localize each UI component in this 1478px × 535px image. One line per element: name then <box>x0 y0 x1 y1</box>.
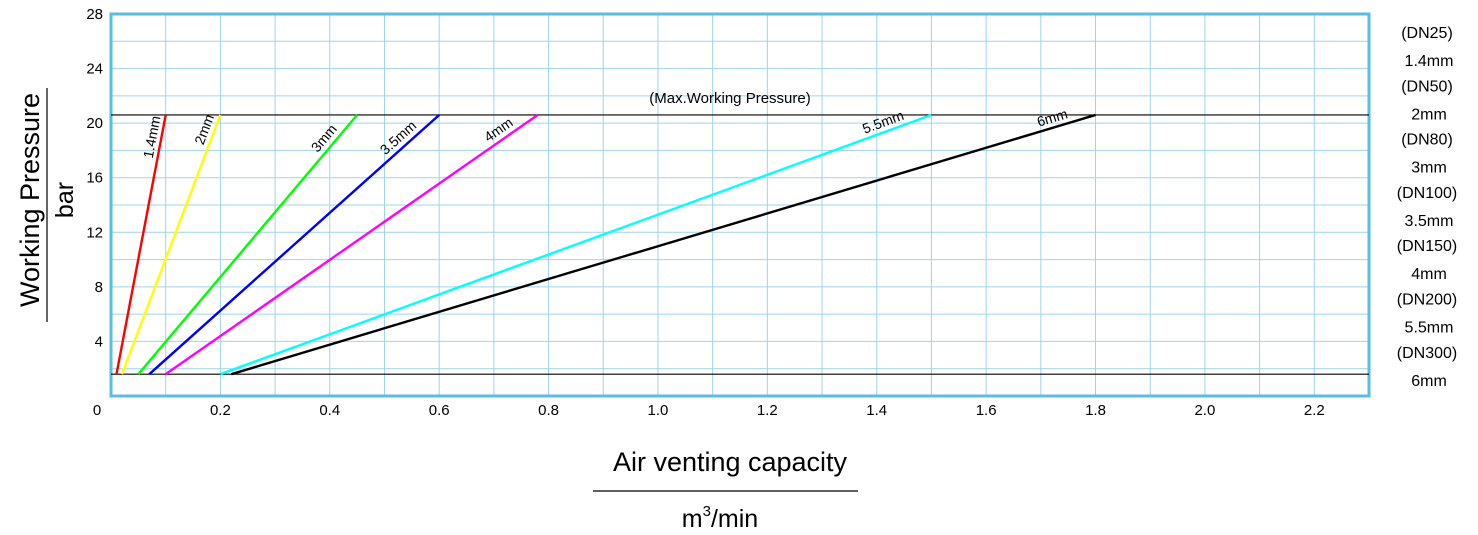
y-tick-label: 16 <box>86 170 103 187</box>
plot-border <box>109 12 1371 398</box>
y-tick-label: 12 <box>86 224 103 241</box>
x-tick-label: 1.4 <box>866 402 887 419</box>
y-tick-label: 8 <box>95 279 103 296</box>
legend-size: 2mm <box>1411 106 1447 123</box>
series-label-3mm: 3mm <box>308 121 340 155</box>
x-tick-label: 1.0 <box>648 402 669 419</box>
series-line-6mm <box>230 113 1096 376</box>
x-tick-label: 0.4 <box>319 402 340 419</box>
reference-line-label: (Max.Working Pressure) <box>649 90 810 107</box>
series-label-4mm: 4mm <box>481 114 516 145</box>
y-axis-label: Working Pressure <box>15 93 45 307</box>
legend-dn: (DN300) <box>1397 345 1457 362</box>
legend-size: 6mm <box>1411 373 1447 390</box>
series-line-3mm <box>137 114 359 375</box>
legend-dn: (DN200) <box>1397 292 1457 309</box>
legend-size: 5.5mm <box>1405 320 1454 337</box>
y-tick-label: 28 <box>86 6 103 23</box>
legend-size: 3.5mm <box>1405 213 1454 230</box>
x-tick-label: 2.0 <box>1194 402 1215 419</box>
y-tick-label: 4 <box>95 333 103 350</box>
legend: (DN25) 1.4mm (DN50) 2mm (DN80) 3mm (DN100) 3.5m… <box>1397 25 1457 390</box>
legend-dn: (DN150) <box>1397 238 1457 255</box>
x-tick-label: 1.2 <box>757 402 778 419</box>
series-line-5-5mm <box>219 113 932 376</box>
series-line-4mm <box>165 113 539 376</box>
x-tick-label: 0.2 <box>210 402 231 419</box>
series-label-1-4mm: 1.4mm <box>140 114 164 159</box>
legend-dn: (DN50) <box>1401 78 1453 95</box>
legend-dn: (DN100) <box>1397 185 1457 202</box>
x-tick-label: 1.6 <box>976 402 997 419</box>
legend-size: 1.4mm <box>1405 53 1454 70</box>
series-label-6mm: 6mm <box>1035 105 1069 129</box>
x-tick-label: 0.8 <box>538 402 559 419</box>
series-lines: 1.4mm 2mm 3mm 3.5mm 4mm 5.5mm 6mm <box>115 105 1096 376</box>
grid <box>111 14 1369 396</box>
series-line-3-5mm <box>148 114 440 376</box>
y-tick-label: 20 <box>86 115 103 132</box>
x-tick-label: 1.8 <box>1085 402 1106 419</box>
legend-size: 4mm <box>1411 266 1447 283</box>
x-axis-unit: m3/min <box>682 503 758 533</box>
reference-lines: (Max.Working Pressure) <box>111 90 1369 375</box>
tick-labels: 0 0.2 0.4 0.6 0.8 1.0 1.2 1.4 1.6 1.8 2.0 2.2 4 8 12 16… <box>86 6 1324 419</box>
series-line-1-4mm <box>115 114 167 375</box>
plot-frame <box>109 12 1371 398</box>
x-tick-label: 0 <box>93 402 101 419</box>
x-axis-label: Air venting capacity <box>613 447 848 477</box>
legend-dn: (DN80) <box>1401 132 1453 149</box>
y-tick-label: 24 <box>86 61 103 78</box>
x-tick-label: 0.6 <box>429 402 450 419</box>
series-label-2mm: 2mm <box>191 112 217 147</box>
x-tick-label: 2.2 <box>1304 402 1325 419</box>
legend-dn: (DN25) <box>1401 25 1453 42</box>
legend-size: 3mm <box>1411 160 1447 177</box>
series-line-2mm <box>120 114 222 375</box>
y-axis-unit: bar <box>51 182 79 218</box>
